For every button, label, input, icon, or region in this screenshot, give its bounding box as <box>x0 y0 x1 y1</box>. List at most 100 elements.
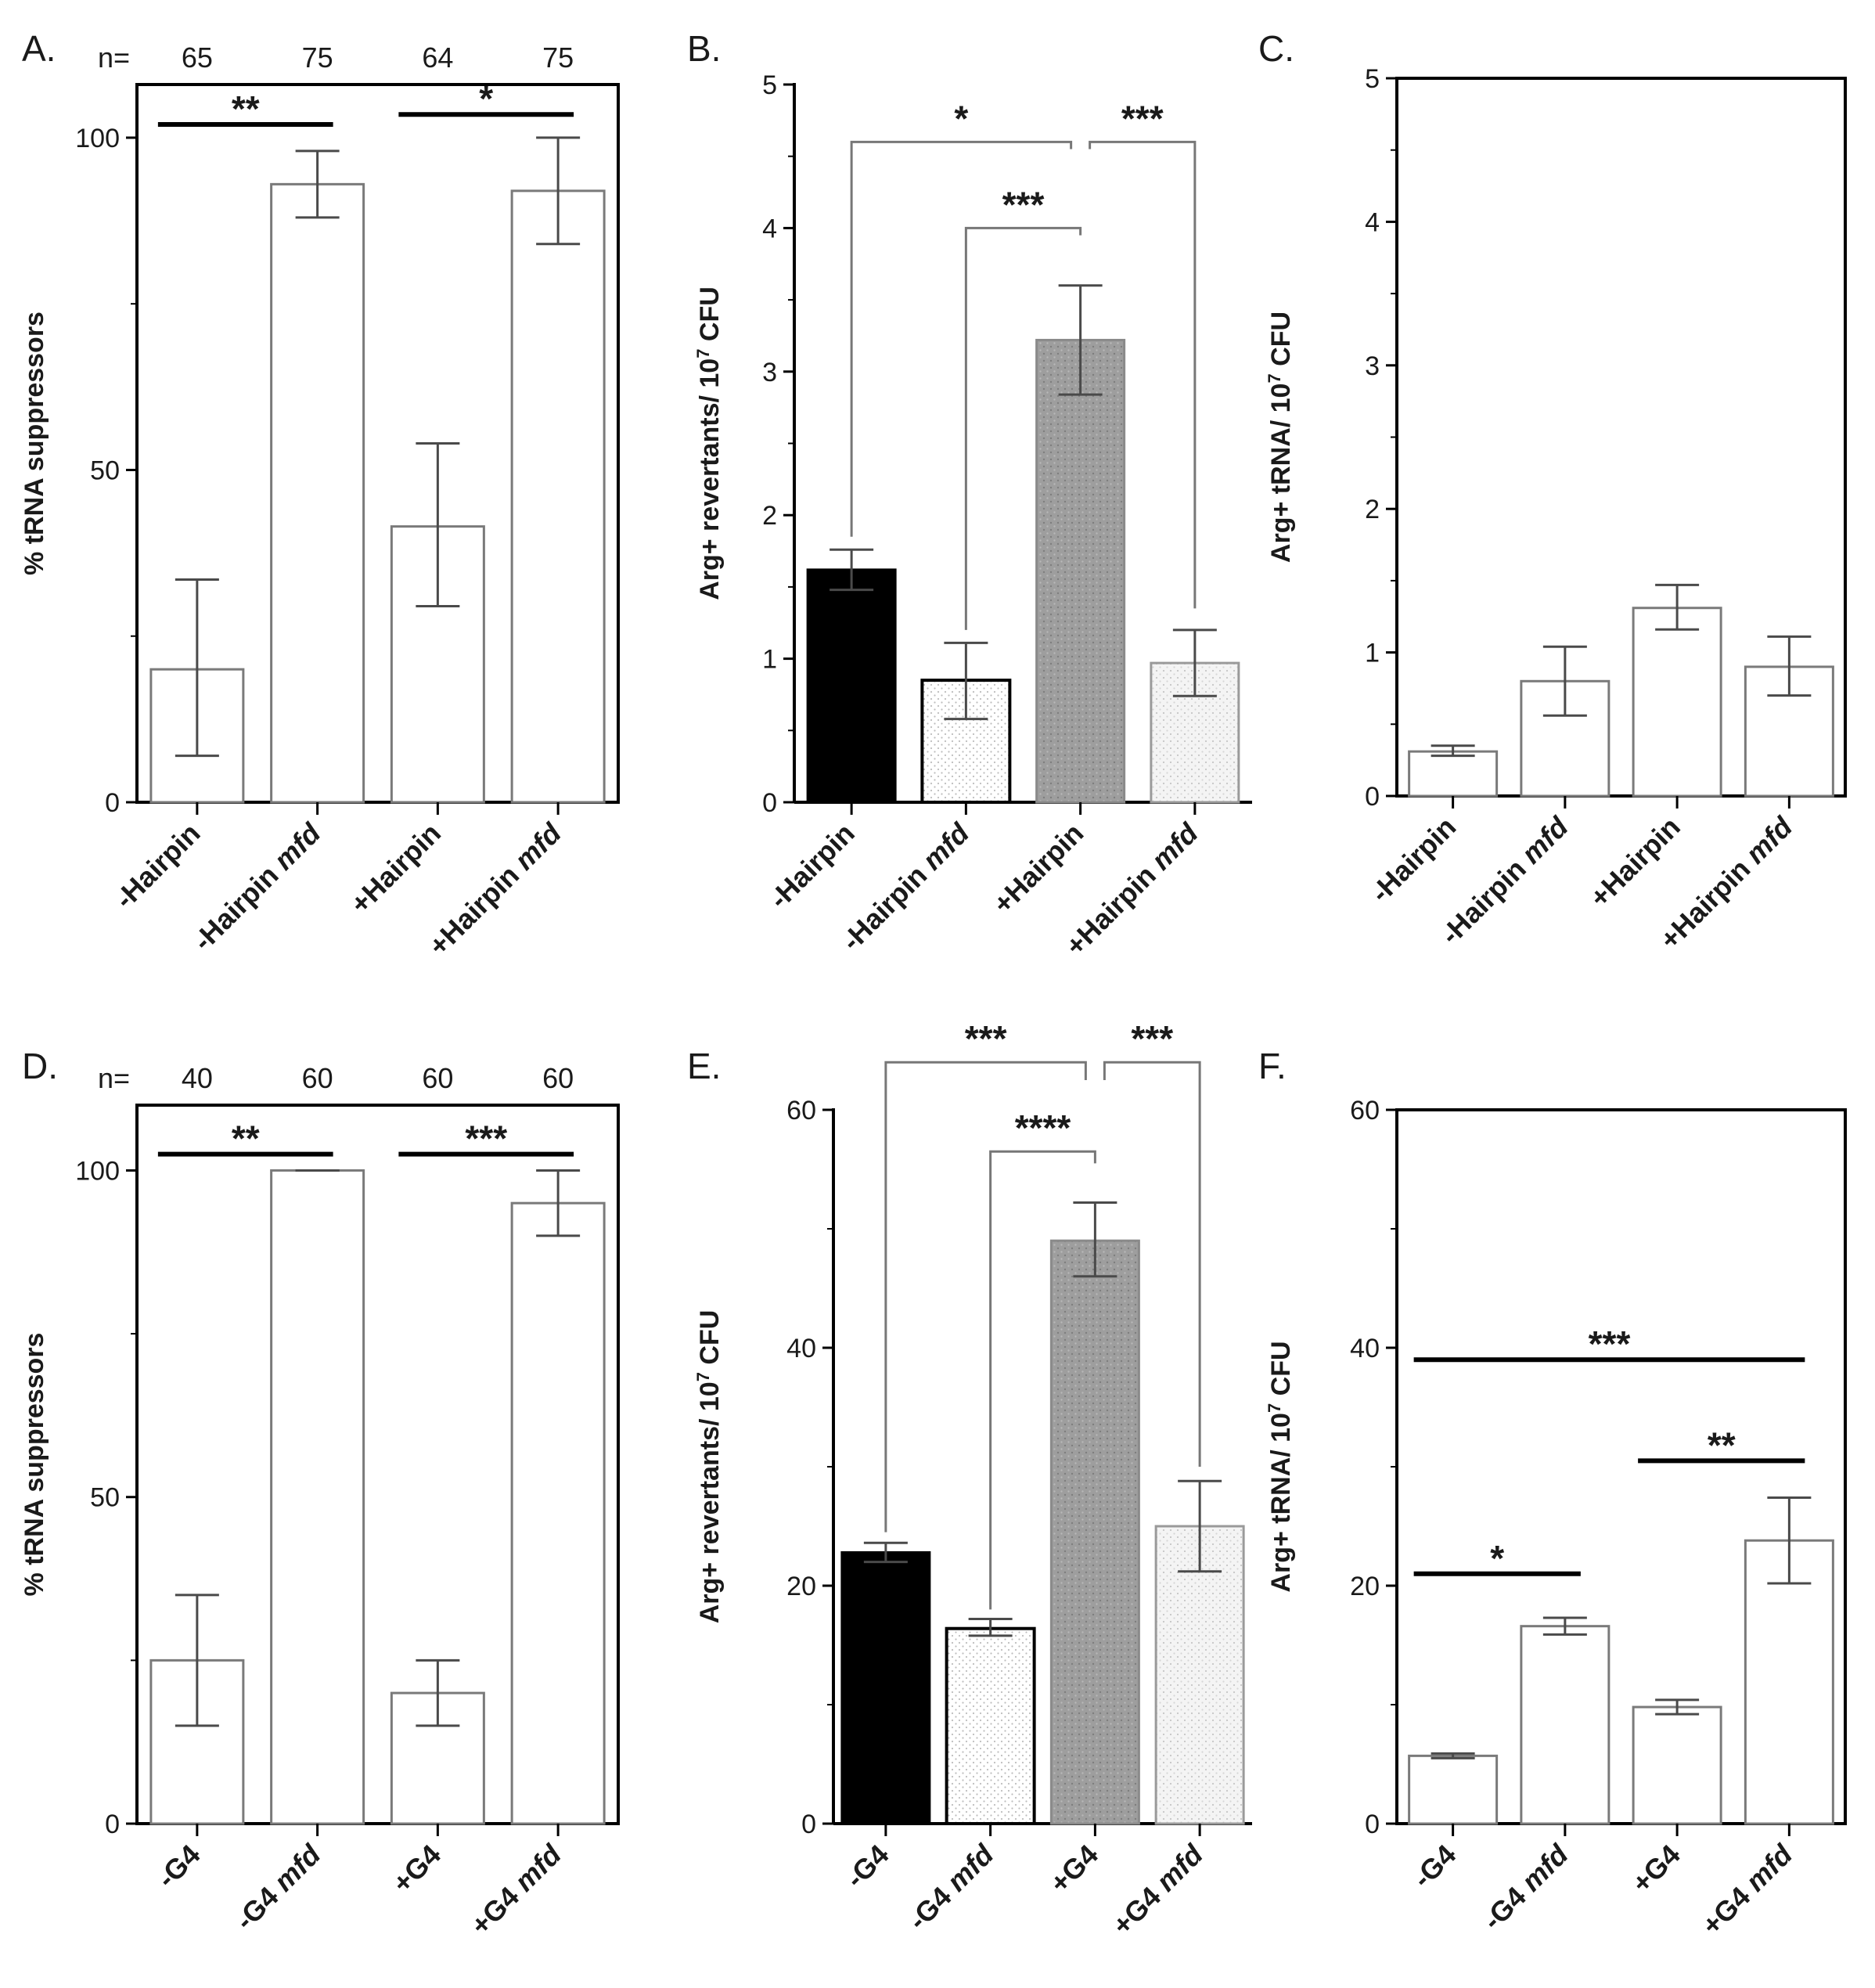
panel-letter: F. <box>1258 1046 1287 1086</box>
n-value: 75 <box>302 41 333 74</box>
significance-label: *** <box>1131 1018 1173 1059</box>
x-category-label-part: +Hairpin <box>1583 811 1686 914</box>
bar <box>1408 750 1499 798</box>
bar <box>1632 607 1722 798</box>
bar <box>1035 338 1126 804</box>
n-value: 40 <box>182 1062 213 1094</box>
y-axis-title: % tRNA suppressors <box>20 312 49 575</box>
bar <box>945 1626 1036 1825</box>
y-tick-label: 60 <box>786 1096 816 1125</box>
bar <box>1744 1539 1834 1825</box>
y-axis-title: % tRNA suppressors <box>20 1333 49 1597</box>
bar <box>270 1169 365 1825</box>
n-value: 64 <box>422 41 453 74</box>
bar <box>1408 1754 1499 1825</box>
bar <box>1049 1239 1140 1825</box>
significance-label: ** <box>232 88 260 129</box>
significance-bracket <box>989 1150 1096 1610</box>
panel-e: E. 0 20 40 60 Arg+ revertants/ 107 CFU -G4-G4 … <box>687 1018 1252 1941</box>
x-category-label-part: -Hairpin <box>108 817 206 915</box>
x-category-label: -G4 mfd <box>1476 1838 1574 1936</box>
x-category-label-part: +G4 <box>1043 1839 1104 1900</box>
bar <box>510 189 606 804</box>
y-axis-title-superscript: 7 <box>1265 373 1284 383</box>
bar <box>270 182 365 804</box>
x-category-label: +G4 <box>386 1839 447 1900</box>
x-category-label-part: -G4 <box>150 1839 206 1894</box>
y-tick-label: 1 <box>1365 639 1380 668</box>
bar <box>1632 1705 1722 1825</box>
significance-label: *** <box>1121 98 1164 139</box>
bar <box>806 568 897 804</box>
y-axis-title: Arg+ revertants/ 107 CFU <box>693 286 725 600</box>
y-tick-label: 100 <box>75 1156 120 1186</box>
y-tick-label: 0 <box>105 788 120 818</box>
panel-letter: A. <box>22 28 56 69</box>
x-category-label-part: -Hairpin <box>763 817 861 915</box>
y-axis-title-part: CFU <box>1266 312 1296 373</box>
significance-label: * <box>954 98 968 139</box>
x-category-label-part: -Hairpin <box>186 853 290 956</box>
significance-label: * <box>479 78 493 119</box>
y-axis-title: Arg+ revertants/ 107 CFU <box>693 1310 725 1624</box>
significance-bracket <box>964 226 1082 630</box>
x-category-label: +G4 <box>1043 1839 1104 1900</box>
y-tick-label: 4 <box>762 214 777 243</box>
bar <box>510 1201 606 1825</box>
x-category-label-part: -Hairpin <box>1364 811 1462 909</box>
x-category-label-part: -Hairpin <box>835 853 938 956</box>
significance-bracket <box>884 1061 1087 1532</box>
significance-label: ** <box>232 1118 260 1159</box>
x-category-label: +G4 mfd <box>1695 1838 1798 1941</box>
y-axis-title-part: Arg+ revertants/ 10 <box>695 1381 725 1623</box>
x-category-label: +Hairpin <box>987 817 1090 920</box>
y-tick-label: 40 <box>786 1334 816 1363</box>
y-tick-label: 20 <box>786 1572 816 1601</box>
x-category-label: -G4 <box>839 1839 894 1894</box>
x-category-label-part: +Hairpin <box>1654 847 1762 956</box>
y-tick-label: 3 <box>1365 351 1380 381</box>
y-tick-label: 0 <box>801 1810 816 1839</box>
significance-label: *** <box>1589 1324 1631 1364</box>
y-tick-label: 3 <box>762 358 777 387</box>
x-category-label-part: +Hairpin <box>422 853 531 962</box>
x-category-label: +G4 mfd <box>464 1838 567 1941</box>
x-category-label: -Hairpin <box>1364 811 1462 909</box>
x-category-label-part: +Hairpin <box>987 817 1090 920</box>
panel-b: B. 0 1 2 3 4 5 Arg+ revertants/ 107 CFU -Hairpin… <box>687 28 1252 962</box>
y-axis-title: Arg+ tRNA/ 107 CFU <box>1265 1341 1296 1592</box>
plot-frame <box>135 83 620 804</box>
panel-c: C. 0 1 2 3 4 5 Arg+ tRNA/ 107 CFU -Hairpin-Hairp… <box>1258 28 1847 956</box>
y-tick-label: 5 <box>1365 64 1380 94</box>
x-category-label: -G4 <box>150 1839 206 1894</box>
y-tick-label: 2 <box>1365 495 1380 524</box>
n-prefix: n= <box>98 41 130 74</box>
panel-letter: B. <box>687 28 721 69</box>
y-tick-label: 0 <box>105 1810 120 1839</box>
panel-f: F. 0 20 40 60 Arg+ tRNA/ 107 CFU -G4 -G4 mfd +G4… <box>1258 1046 1847 1941</box>
y-tick-label: 2 <box>762 501 777 531</box>
y-tick-label: 0 <box>1365 1810 1380 1839</box>
significance-label: ** <box>1708 1424 1736 1465</box>
y-tick-label: 20 <box>1350 1572 1380 1601</box>
significance-label: *** <box>1002 184 1045 225</box>
significance-bracket <box>1089 140 1197 609</box>
y-axis-title-superscript: 7 <box>693 1372 713 1381</box>
significance-label: * <box>1490 1538 1504 1579</box>
significance-bracket <box>1103 1061 1201 1467</box>
y-axis-title-superscript: 7 <box>693 349 713 358</box>
x-category-label: -G4 mfd <box>902 1838 1000 1936</box>
significance-label: **** <box>1015 1107 1071 1148</box>
x-category-label-part: -G4 <box>1406 1839 1462 1894</box>
n-prefix: n= <box>98 1062 130 1094</box>
y-tick-label: 0 <box>762 788 777 818</box>
bar <box>1520 1625 1610 1825</box>
y-tick-label: 50 <box>90 1483 120 1513</box>
bar <box>840 1550 931 1825</box>
x-category-label-part: +G4 <box>386 1839 447 1900</box>
x-category-label: -Hairpin <box>763 817 861 915</box>
n-value: 75 <box>542 41 574 74</box>
y-tick-label: 1 <box>762 645 777 675</box>
x-category-label-part: -Hairpin <box>1434 847 1538 950</box>
